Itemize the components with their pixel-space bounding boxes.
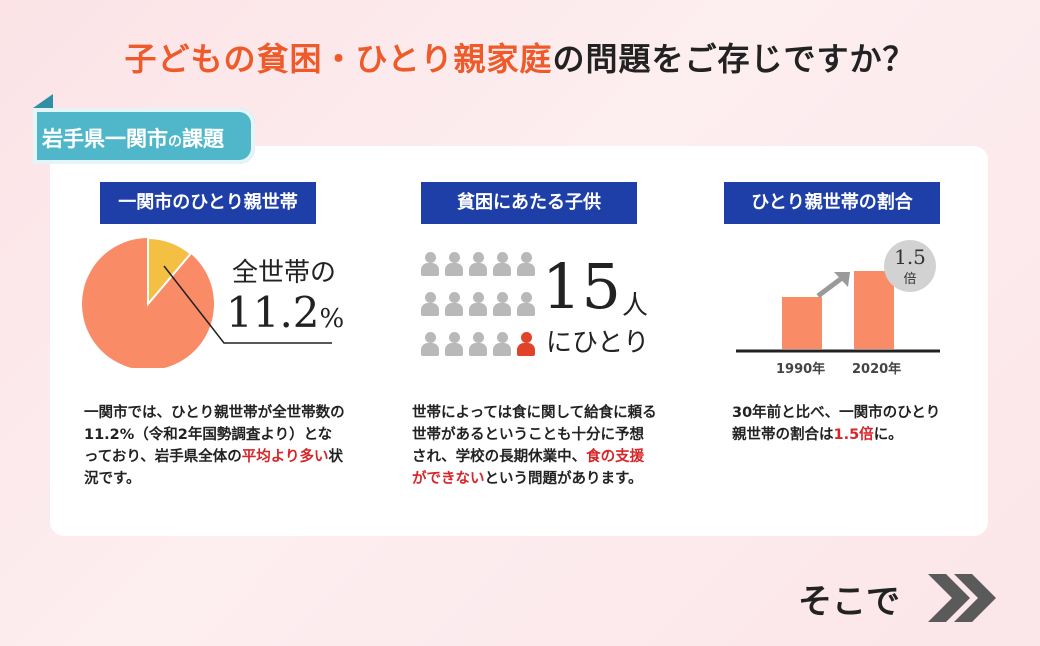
headline-rest: の問題をご存じですか？: [552, 40, 916, 78]
pie-stat-number: 11.2: [226, 288, 320, 337]
pie-stat-prefix: 全世帯の: [232, 258, 337, 288]
col2-label: 貧困にあたる子供: [421, 182, 637, 224]
col2-desc-highlight: 食の支援ができない: [412, 449, 645, 487]
person-icon: [444, 252, 464, 276]
growth-arrow-head: [834, 272, 850, 287]
ratio-badge: 1.5 倍: [884, 240, 936, 292]
region-tag-no: の: [168, 134, 182, 150]
col3-label: ひとり親世帯の割合: [724, 182, 940, 224]
person-icon: [468, 252, 488, 276]
pie-chart: [82, 238, 332, 368]
col1-desc-2: 状況です。: [84, 449, 343, 487]
ratio-badge-unit: 倍: [903, 272, 917, 287]
bar-1990年: [782, 297, 822, 349]
growth-arrow-shaft: [816, 276, 844, 298]
col1-label: 一関市のひとり親世帯: [100, 182, 316, 224]
bar-label-2020: 2020年: [852, 362, 902, 377]
child-count-sub: にひとり: [546, 328, 650, 358]
bar-label-1990: 1990年: [776, 362, 826, 377]
person-icon: [516, 292, 536, 316]
person-icon: [492, 292, 512, 316]
person-icon: [420, 332, 440, 356]
child-count-unit: 人: [622, 291, 649, 321]
person-icon: [468, 292, 488, 316]
pie-leader-line: [163, 265, 332, 344]
col2-description: 世帯によっては食に関して給食に頼る世帯があるということも十分に予想され、学校の長…: [412, 402, 658, 490]
person-icon: [516, 252, 536, 276]
col1-description: 一関市では、ひとり親世帯が全世帯数の11.2%（令和2年国勢調査より）となってお…: [84, 402, 346, 490]
col2-desc-2: という問題があります。: [484, 471, 643, 487]
ratio-badge-value: 1.5: [894, 245, 926, 269]
double-chevron-right-icon[interactable]: [926, 572, 1002, 624]
pie-slice-rest: [82, 238, 214, 368]
person-icon-highlighted: [516, 332, 536, 356]
child-count-number: 15: [542, 250, 621, 323]
region-tag-tail: 課題: [182, 127, 224, 151]
person-icon: [420, 252, 440, 276]
page-headline: 子どもの貧困・ひとり親家庭の問題をご存じですか？: [0, 34, 1040, 80]
pie-stat-value: 11.2%: [226, 288, 344, 337]
person-icon: [444, 292, 464, 316]
col3-desc-highlight: 1.5倍: [833, 427, 874, 443]
col1-desc-1: 一関市では、ひとり親世帯が全世帯数の11.2%（令和2年国勢調査より）となってお…: [84, 405, 345, 465]
next-label: そこで: [798, 582, 900, 622]
headline-highlight: 子どもの貧困・ひとり親家庭: [124, 40, 553, 78]
person-icon: [468, 332, 488, 356]
people-icon-grid: [416, 250, 536, 362]
person-icon: [492, 332, 512, 356]
ratio-bar-chart: [736, 271, 940, 353]
col3-desc-1: 30年前と比べ、一関市のひとり親世帯の割合は: [732, 405, 941, 443]
col3-desc-2: に。: [873, 427, 903, 443]
region-tag-text: 岩手県一関市の課題: [42, 123, 224, 153]
pie-stat-unit: %: [319, 304, 345, 334]
pie-slice-single-parent: [147, 238, 193, 307]
person-icon: [420, 292, 440, 316]
person-icon: [444, 332, 464, 356]
bar-2020年: [854, 271, 894, 349]
col1-desc-highlight: 平均より多い: [241, 449, 329, 465]
tag-fold: [33, 94, 53, 108]
region-tag-main: 岩手県一関市: [42, 127, 168, 151]
col3-description: 30年前と比べ、一関市のひとり親世帯の割合は1.5倍に。: [732, 402, 946, 446]
col2-desc-1: 世帯によっては食に関して給食に頼る世帯があるということも十分に予想され、学校の長…: [412, 405, 657, 465]
person-icon: [492, 252, 512, 276]
region-tag: 岩手県一関市の課題: [33, 94, 255, 164]
